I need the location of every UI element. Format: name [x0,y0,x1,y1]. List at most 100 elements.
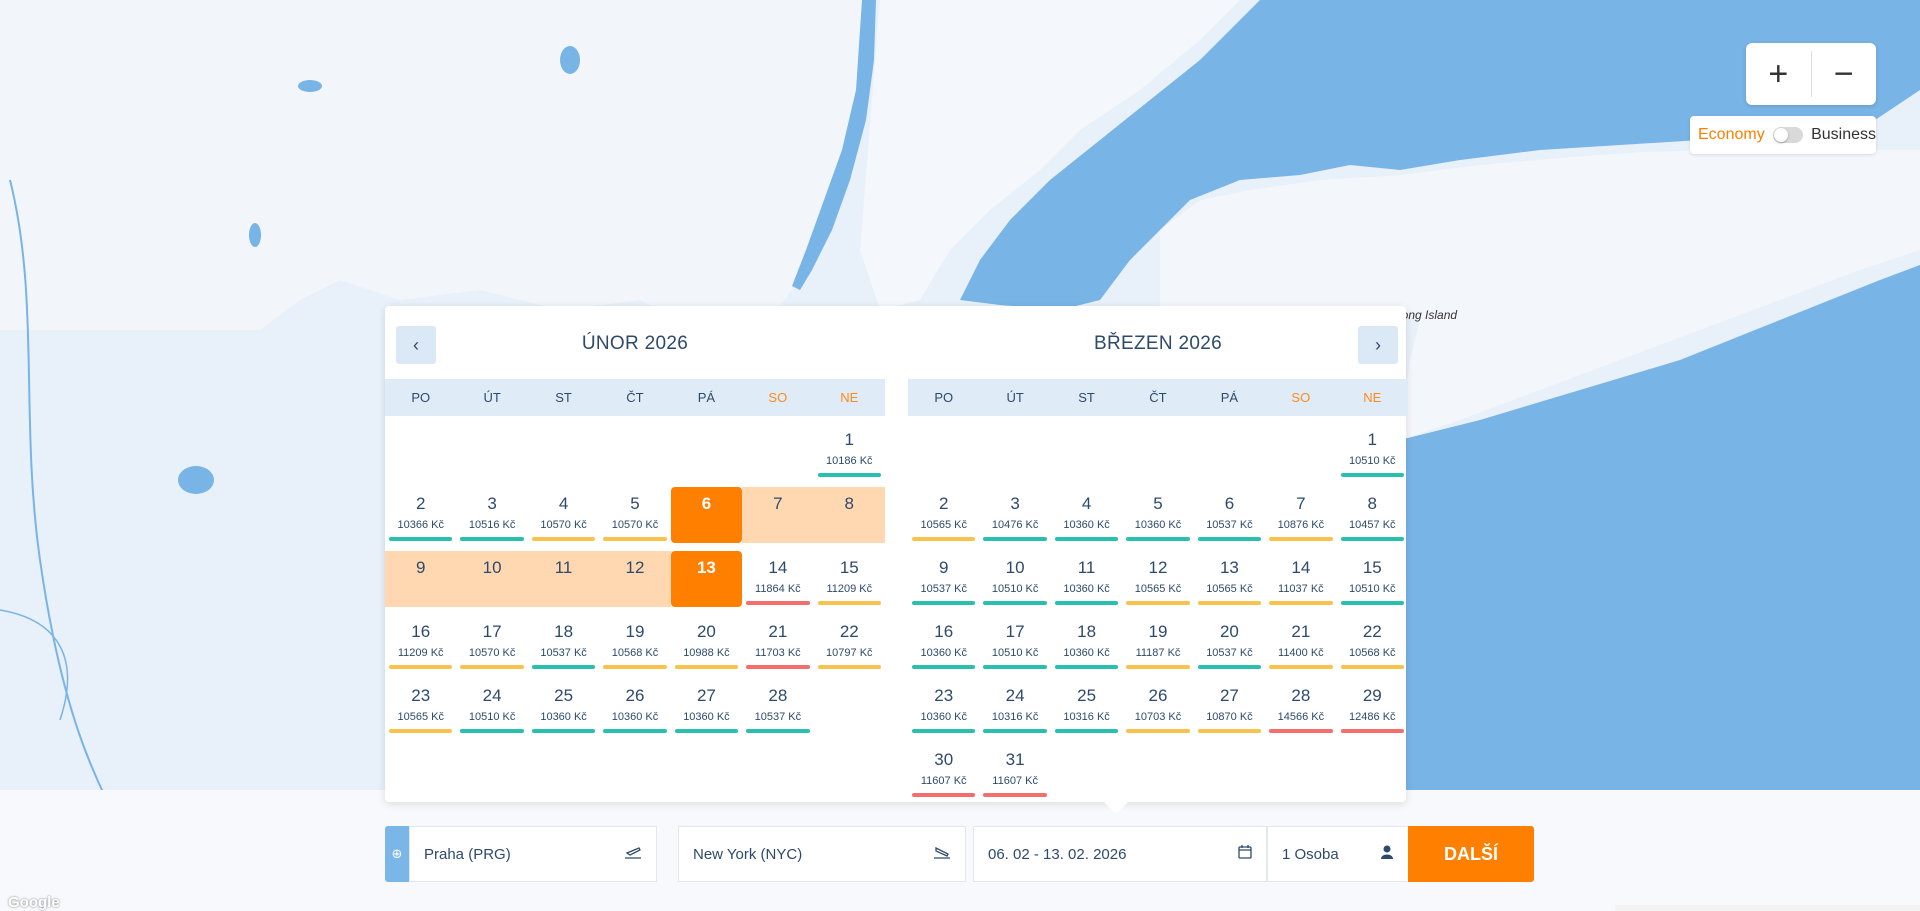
day-cell[interactable]: 8 10457 Kč [1337,487,1408,543]
day-cell[interactable]: 30 11607 Kč [908,743,979,799]
day-cell[interactable]: 10 [456,551,528,607]
prev-month-button[interactable]: ‹ [396,326,436,364]
weekday-label: SO [768,390,788,405]
price-level-bar [389,537,453,541]
day-price: 10537 Kč [1206,519,1253,531]
day-cell[interactable]: 15 11209 Kč [814,551,885,607]
day-cell[interactable]: 27 10870 Kč [1194,679,1265,735]
day-cell[interactable]: 9 [385,551,457,607]
day-cell[interactable]: 3 10516 Kč [456,487,527,543]
day-cell[interactable]: 23 10360 Kč [908,679,979,735]
day-cell[interactable]: 17 10570 Kč [456,615,527,671]
day-cell[interactable]: 14 11864 Kč [742,551,813,607]
day-cell[interactable]: 24 10510 Kč [456,679,527,735]
day-cell[interactable]: 22 10797 Kč [814,615,885,671]
day-cell[interactable]: 12 10565 Kč [1122,551,1193,607]
day-cell[interactable]: 10 10510 Kč [979,551,1050,607]
day-cell[interactable]: 27 10360 Kč [671,679,742,735]
day-cell[interactable]: 4 10570 Kč [528,487,599,543]
chevron-left-icon: ‹ [413,334,419,355]
day-cell[interactable]: 25 10360 Kč [528,679,599,735]
day-cell[interactable]: 28 14566 Kč [1265,679,1336,735]
day-cell[interactable]: 11 10360 Kč [1051,551,1122,607]
price-level-bar [1126,665,1190,669]
passengers-field[interactable]: 1 Osoba [1267,826,1409,882]
day-cell[interactable]: 31 11607 Kč [979,743,1050,799]
day-cell[interactable]: 2 10565 Kč [908,487,979,543]
day-cell[interactable]: 21 11703 Kč [742,615,813,671]
destination-field[interactable]: New York (NYC) [678,826,966,882]
day-cell[interactable]: 18 10360 Kč [1051,615,1122,671]
day-cell[interactable]: 20 10537 Kč [1194,615,1265,671]
price-level-bar [1269,729,1333,733]
day-cell[interactable]: 14 11037 Kč [1265,551,1336,607]
day-number: 19 [1148,622,1168,641]
day-number: 18 [554,622,574,641]
day-price: 10360 Kč [683,711,730,723]
zoom-in-button[interactable]: + [1768,54,1789,93]
economy-label[interactable]: Economy [1698,126,1765,143]
day-price: 10570 Kč [611,519,659,531]
month-title: ÚNOR 2026 [581,333,689,354]
day-number: 21 [1291,622,1311,641]
price-level-bar [1340,729,1404,733]
weekday-label: ČT [626,390,644,405]
day-cell[interactable]: 7 10876 Kč [1265,487,1336,543]
day-cell[interactable]: 11 [527,551,600,607]
day-number: 4 [558,494,569,513]
day-cell[interactable]: 9 10537 Kč [908,551,979,607]
day-cell[interactable]: 16 10360 Kč [908,615,979,671]
cabin-class-toggle[interactable]: Economy Business [1690,116,1876,154]
price-level-bar [912,793,976,797]
day-cell[interactable]: 17 10510 Kč [979,615,1050,671]
day-cell[interactable]: 7 [742,487,814,543]
day-cell[interactable]: 13 [670,551,743,607]
day-cell[interactable]: 23 10565 Kč [385,679,456,735]
next-month-button[interactable]: › [1358,326,1398,364]
day-cell[interactable]: 1 10510 Kč [1337,423,1408,479]
day-price: 10360 Kč [1063,519,1110,531]
day-cell[interactable]: 26 10703 Kč [1122,679,1193,735]
zoom-out-button[interactable]: − [1833,54,1854,93]
next-button[interactable]: DALŠÍ [1408,826,1534,882]
day-cell[interactable]: 26 10360 Kč [599,679,670,735]
day-cell[interactable]: 16 11209 Kč [385,615,456,671]
day-cell[interactable]: 4 10360 Kč [1051,487,1122,543]
day-cell[interactable]: 18 10537 Kč [528,615,599,671]
day-price: 11864 Kč [755,583,801,595]
day-cell[interactable]: 5 10360 Kč [1122,487,1193,543]
day-cell[interactable]: 6 [670,487,743,543]
price-level-bar [1054,537,1119,541]
day-cell[interactable]: 19 11187 Kč [1122,615,1193,671]
day-number: 7 [773,494,783,513]
price-level-bar [1126,537,1190,541]
day-cell[interactable]: 8 [813,487,885,543]
dates-field[interactable]: 06. 02 - 13. 02. 2026 [973,826,1267,882]
day-number: 30 [934,750,954,769]
day-cell[interactable]: 24 10316 Kč [979,679,1050,735]
day-cell[interactable]: 20 10988 Kč [671,615,742,671]
day-cell[interactable]: 5 10570 Kč [599,487,670,543]
day-cell[interactable]: 12 [599,551,671,607]
day-price: 14566 Kč [1277,711,1325,723]
day-cell[interactable]: 6 10537 Kč [1194,487,1265,543]
day-price: 10876 Kč [1277,519,1325,531]
day-cell[interactable]: 29 12486 Kč [1337,679,1408,735]
day-cell[interactable]: 13 10565 Kč [1194,551,1265,607]
origin-field[interactable]: Praha (PRG) [409,826,657,882]
day-cell[interactable]: 15 10510 Kč [1337,551,1408,607]
day-cell[interactable]: 19 10568 Kč [599,615,670,671]
day-cell[interactable]: 21 11400 Kč [1265,615,1336,671]
price-level-bar [1197,601,1262,605]
business-label[interactable]: Business [1811,126,1876,143]
add-icon[interactable]: ⊕ [385,826,409,882]
day-cell[interactable]: 2 10366 Kč [385,487,456,543]
day-cell[interactable]: 25 10316 Kč [1051,679,1122,735]
day-cell[interactable]: 1 10186 Kč [814,423,885,479]
day-number: 27 [1219,686,1239,705]
cabin-switch[interactable] [1772,127,1804,143]
day-cell[interactable]: 28 10537 Kč [742,679,813,735]
day-cell[interactable]: 22 10568 Kč [1337,615,1408,671]
day-number: 14 [768,558,788,577]
day-cell[interactable]: 3 10476 Kč [979,487,1050,543]
